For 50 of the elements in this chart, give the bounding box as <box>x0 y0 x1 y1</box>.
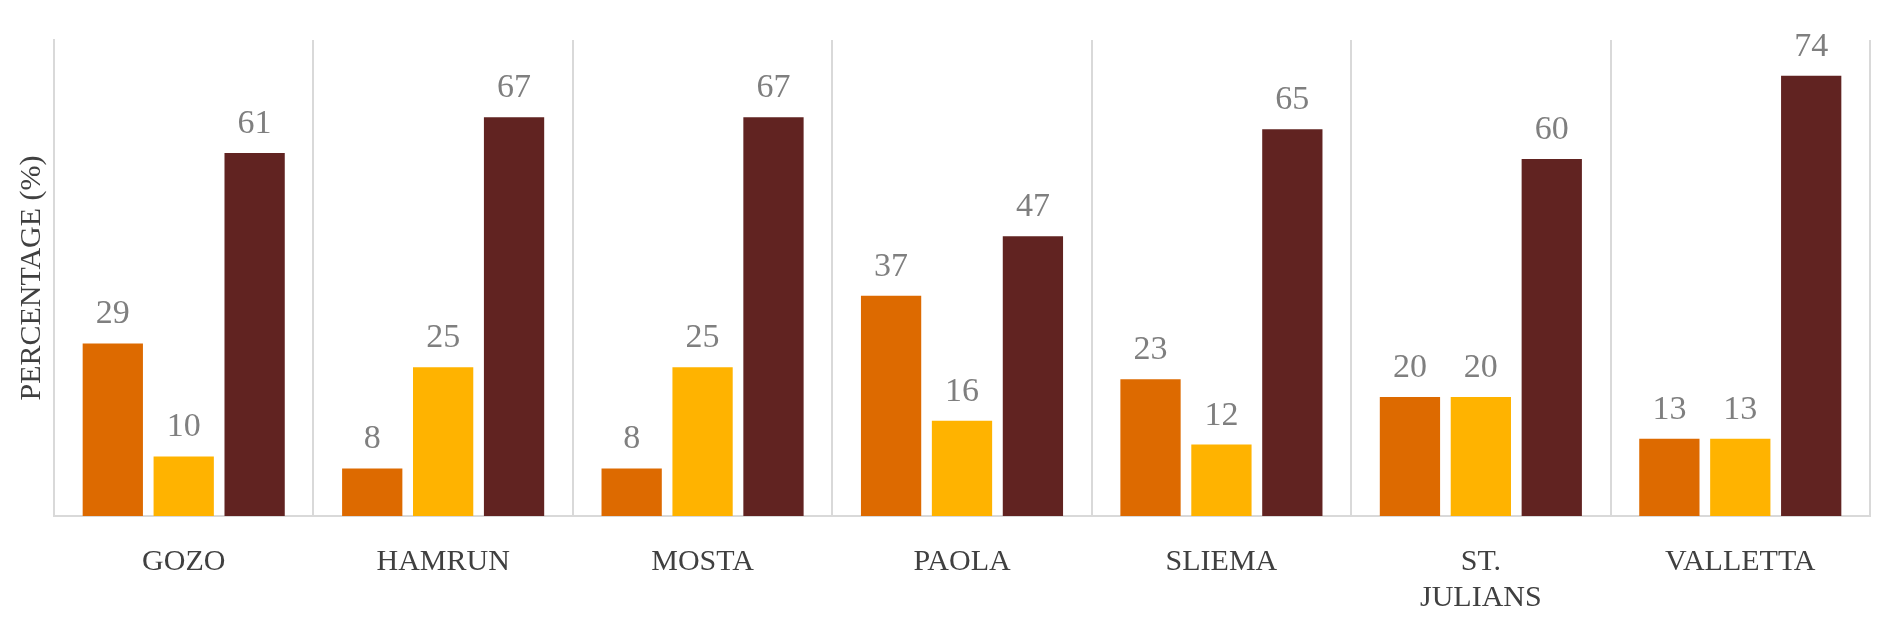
bar <box>483 117 545 516</box>
data-label: 13 <box>1723 388 1758 426</box>
data-label: 25 <box>426 317 461 355</box>
x-tick-label: VALLETTA <box>1665 542 1816 576</box>
bar <box>1710 438 1771 516</box>
bar <box>1002 236 1064 516</box>
data-label: 65 <box>1275 79 1310 117</box>
data-label: 67 <box>497 67 532 105</box>
y-axis-title: PERCENTAGE (%) <box>12 155 47 401</box>
data-label: 47 <box>1015 186 1050 224</box>
bar <box>1781 75 1842 516</box>
bar <box>1639 438 1700 516</box>
bar <box>224 153 285 516</box>
data-label: 20 <box>1463 346 1498 384</box>
bar <box>743 117 804 516</box>
x-tick-label: HAMRUN <box>376 542 510 576</box>
bar <box>672 367 733 516</box>
data-label: 74 <box>1794 25 1829 63</box>
bar <box>1450 397 1511 516</box>
x-tick-label: GOZO <box>142 542 226 576</box>
x-tick-label: MOSTA <box>651 542 755 576</box>
data-label: 20 <box>1392 346 1427 384</box>
data-label: 16 <box>945 370 979 408</box>
data-label: 10 <box>166 406 201 444</box>
bar <box>1262 129 1323 516</box>
bar <box>82 343 143 516</box>
data-label: 8 <box>623 418 641 456</box>
data-label: 61 <box>237 102 272 140</box>
bar <box>153 456 214 516</box>
x-tick-label: PAOLA <box>913 542 1011 576</box>
bar <box>1521 159 1582 516</box>
data-label: 37 <box>874 245 909 283</box>
bar <box>1120 379 1181 516</box>
x-tick-label: SLIEMA <box>1165 542 1278 576</box>
data-label: 8 <box>363 418 381 456</box>
bar <box>1191 444 1252 516</box>
bar <box>1379 397 1441 516</box>
x-tick-label: ST. JULIANS <box>1420 542 1542 612</box>
data-label: 12 <box>1204 394 1239 432</box>
bar <box>860 295 922 516</box>
data-label: 29 <box>95 293 130 331</box>
data-label: 23 <box>1133 329 1168 367</box>
data-label: 67 <box>756 67 791 105</box>
bar <box>342 468 403 516</box>
data-label: 60 <box>1534 108 1569 146</box>
data-label: 25 <box>685 317 720 355</box>
data-label: 13 <box>1652 388 1687 426</box>
bar <box>601 468 662 516</box>
bar <box>413 367 474 516</box>
bar <box>931 420 993 516</box>
